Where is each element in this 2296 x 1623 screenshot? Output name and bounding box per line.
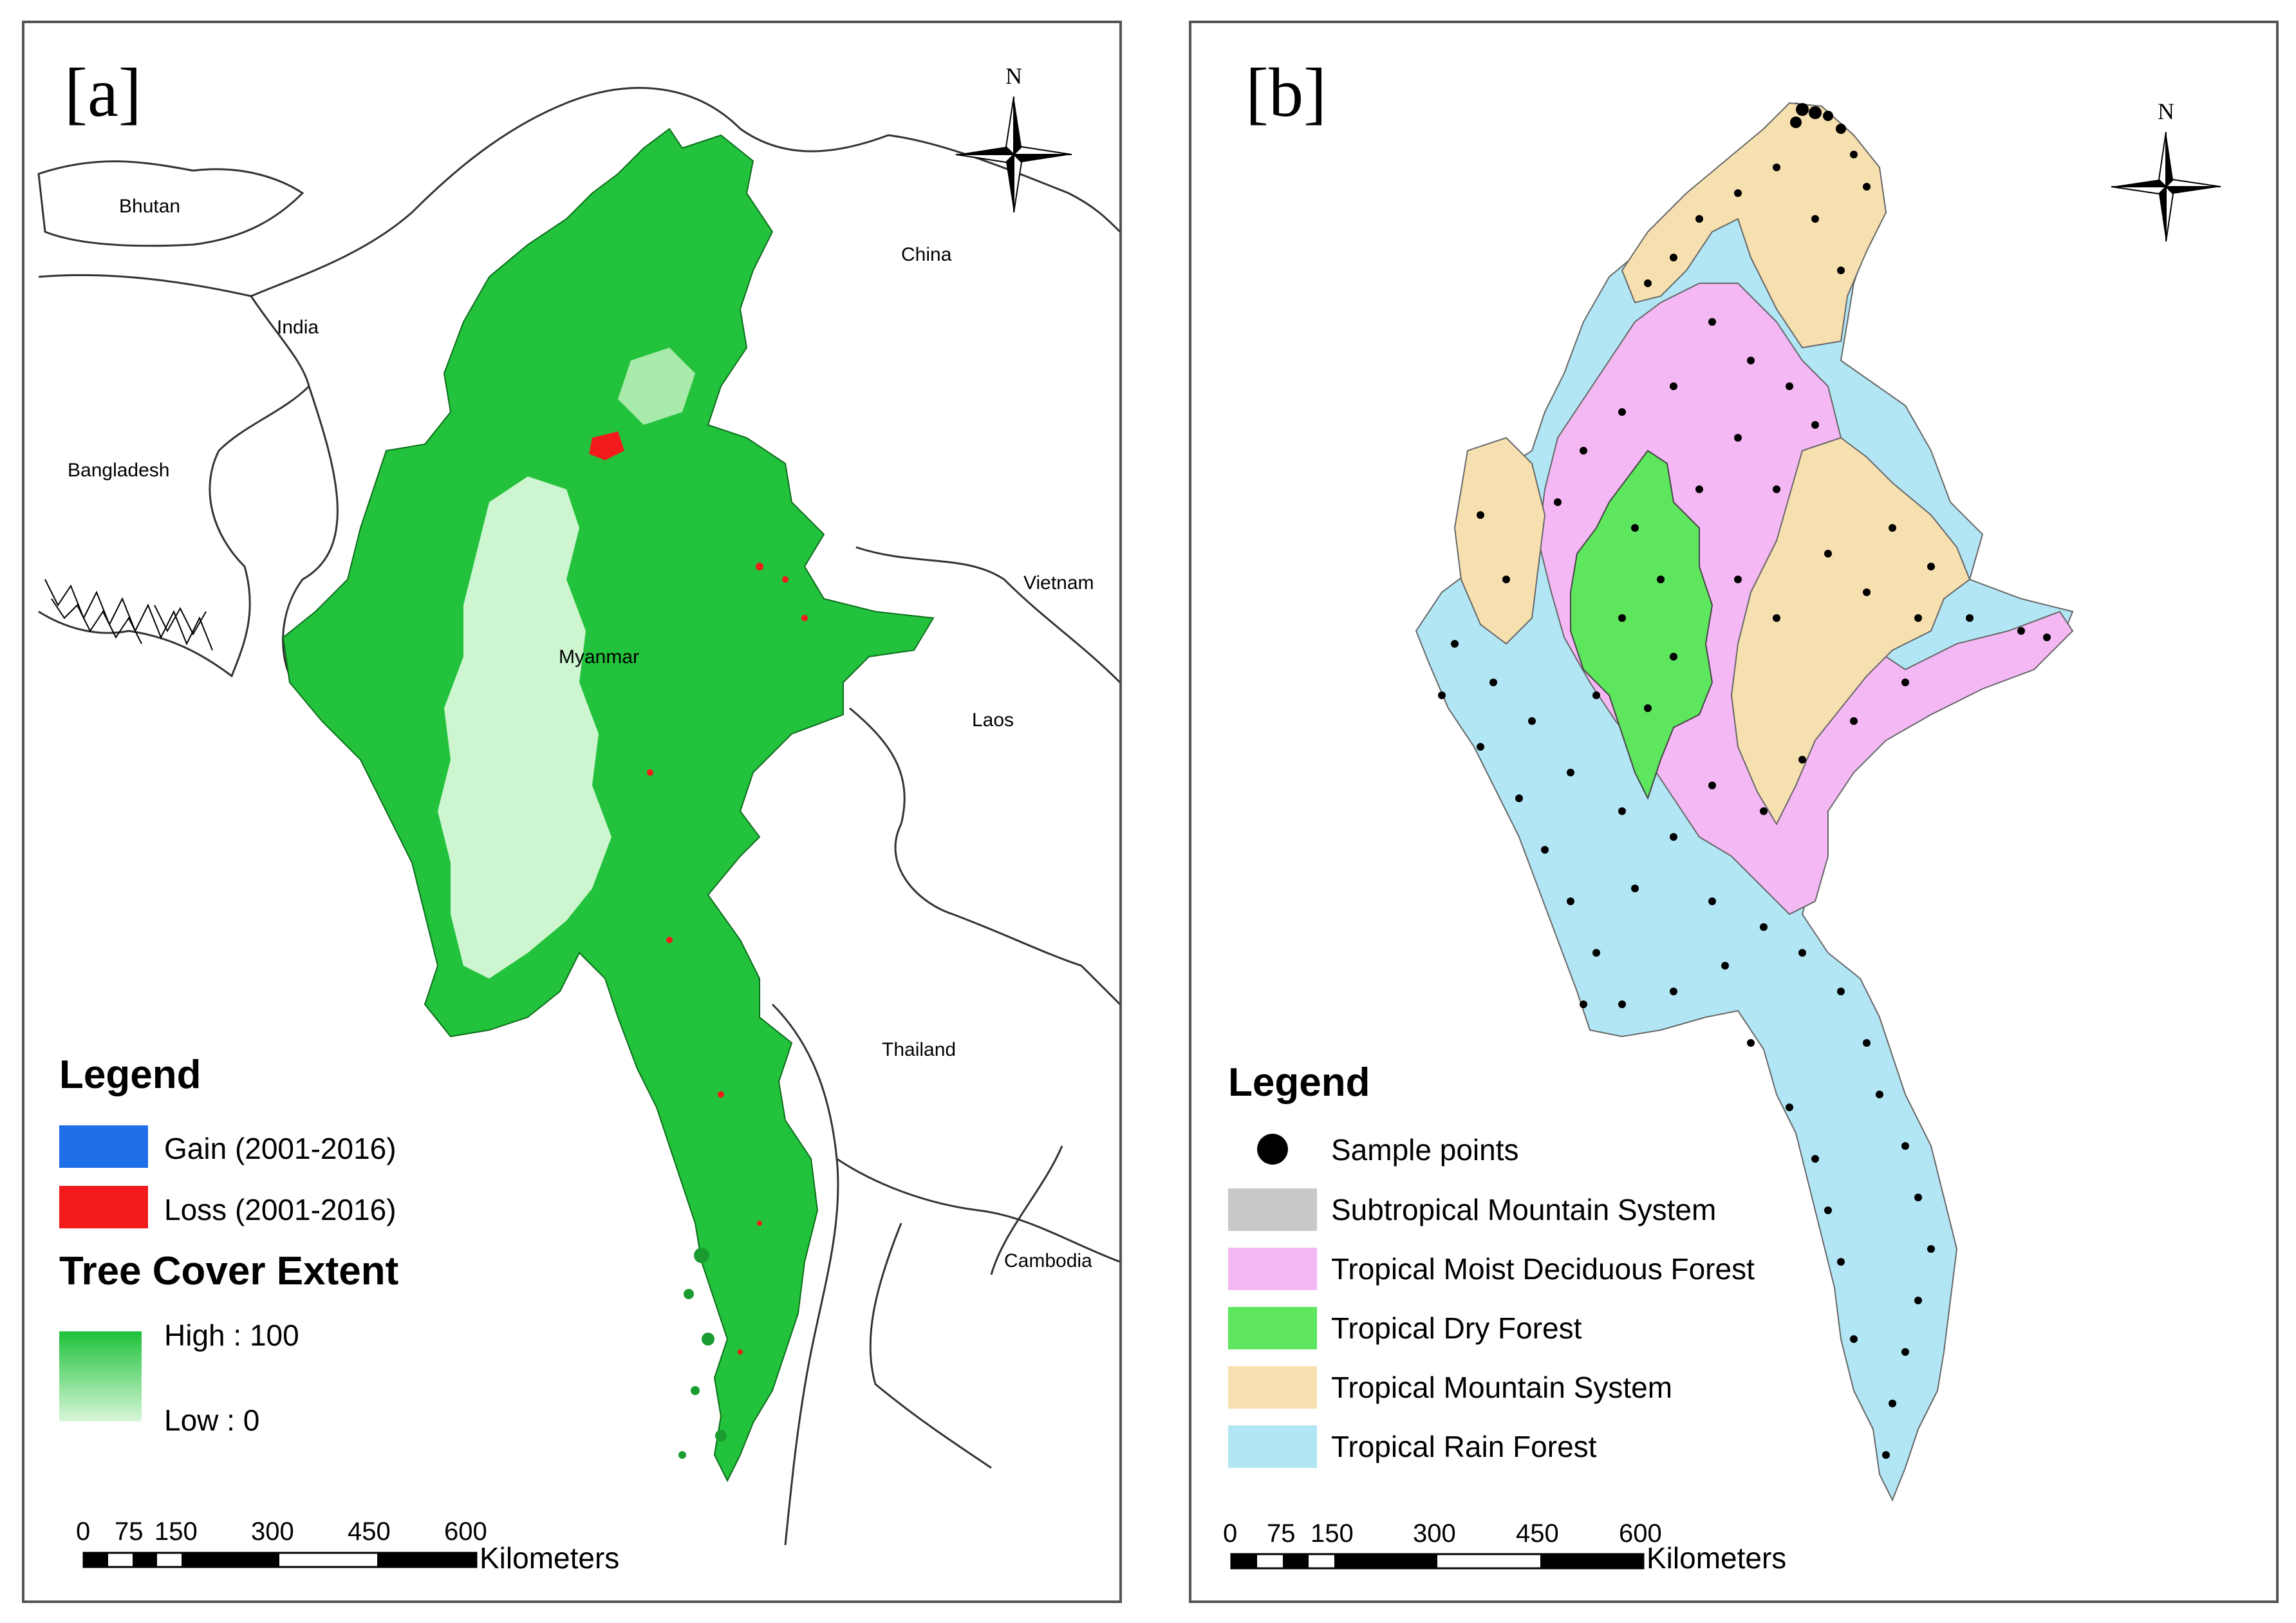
legend-swatch-mountain-system <box>1228 1366 1317 1409</box>
legend-title-a: Legend <box>59 1053 201 1097</box>
coastal-islands <box>678 1248 727 1459</box>
scale-bar-a: 0 75 150 300 450 600 Kilometers <box>76 1517 619 1575</box>
legend-title-extent: Tree Cover Extent <box>59 1249 398 1293</box>
scale-tick: 0 <box>1223 1519 1237 1548</box>
scale-tick: 0 <box>76 1517 90 1546</box>
country-label-china: China <box>901 244 952 265</box>
legend-label-gain: Gain (2001-2016) <box>164 1132 397 1165</box>
legend-label-loss: Loss (2001-2016) <box>164 1193 397 1226</box>
scale-tick: 600 <box>1619 1519 1662 1548</box>
sample-points <box>1438 103 2051 1459</box>
zone-tropical-mountain-west <box>1453 436 1546 645</box>
low-cover-zone <box>438 476 611 979</box>
legend-gradient-cover <box>59 1331 142 1421</box>
country-label-bangladesh: Bangladesh <box>68 460 169 481</box>
country-label-thailand: Thailand <box>882 1039 956 1060</box>
legend-swatch-rain-forest <box>1228 1425 1317 1468</box>
legend-swatch-dry-forest <box>1228 1307 1317 1349</box>
scale-tick: 300 <box>1413 1519 1456 1548</box>
legend-label-dry-forest: Tropical Dry Forest <box>1331 1311 1582 1345</box>
legend-swatch-subtropical-mountain <box>1228 1188 1317 1231</box>
panel-b: [b] N Legend Sample points Subtropical M… <box>1189 21 2279 1603</box>
loss-patches <box>589 431 808 1355</box>
country-label-cambodia: Cambodia <box>1004 1250 1092 1271</box>
scale-tick: 150 <box>1311 1519 1354 1548</box>
country-label-myanmar: Myanmar <box>559 646 639 668</box>
scale-unit-b: Kilometers <box>1647 1541 1786 1575</box>
north-label-a: N <box>1005 63 1022 89</box>
scale-tick: 300 <box>251 1517 294 1546</box>
scale-tick: 150 <box>154 1517 198 1546</box>
zone-tropical-mountain-north <box>1621 102 1887 349</box>
legend-label-sample-points: Sample points <box>1331 1133 1519 1167</box>
country-label-bhutan: Bhutan <box>119 196 180 217</box>
zone-tropical-mountain-east <box>1730 436 1971 826</box>
legend-label-low: Low : 0 <box>164 1403 259 1437</box>
north-label-b: N <box>2158 99 2174 124</box>
neighbour-borders <box>37 87 1121 1546</box>
panel-b-label: [b] <box>1246 55 1327 131</box>
legend-swatch-loss <box>59 1186 148 1228</box>
zone-tropical-dry-forest <box>1570 449 1713 800</box>
panel-a: Bhutan India China Bangladesh Myanmar Vi… <box>22 21 1122 1603</box>
scale-unit-a: Kilometers <box>480 1541 619 1575</box>
scale-tick: 450 <box>348 1517 391 1546</box>
north-arrow-icon <box>955 96 1072 213</box>
legend-label-high: High : 100 <box>164 1318 299 1352</box>
legend-title-b: Legend <box>1228 1060 1370 1105</box>
legend-label-moist-deciduous: Tropical Moist Deciduous Forest <box>1331 1252 1755 1286</box>
scale-bar-b: 0 75 150 300 450 600 Kilometers <box>1223 1519 1786 1575</box>
legend-symbol-sample-point <box>1257 1134 1288 1165</box>
scale-tick: 600 <box>444 1517 487 1546</box>
scale-tick: 75 <box>1267 1519 1296 1548</box>
scale-tick: 75 <box>115 1517 144 1546</box>
low-cover-zone-north <box>618 348 695 425</box>
legend-label-mountain-system: Tropical Mountain System <box>1331 1371 1672 1404</box>
country-label-india: India <box>277 317 319 338</box>
north-arrow-icon <box>2111 131 2221 242</box>
myanmar-tree-cover <box>282 127 935 1483</box>
bangladesh-coast <box>44 579 213 651</box>
country-label-laos: Laos <box>972 709 1014 731</box>
legend-swatch-gain <box>59 1125 148 1168</box>
scale-tick: 450 <box>1516 1519 1559 1548</box>
legend-label-rain-forest: Tropical Rain Forest <box>1331 1430 1597 1463</box>
legend-swatch-moist-deciduous <box>1228 1248 1317 1290</box>
legend-label-subtropical-mountain: Subtropical Mountain System <box>1331 1193 1716 1226</box>
panel-a-label: [a] <box>64 55 142 131</box>
country-label-vietnam: Vietnam <box>1023 572 1094 594</box>
